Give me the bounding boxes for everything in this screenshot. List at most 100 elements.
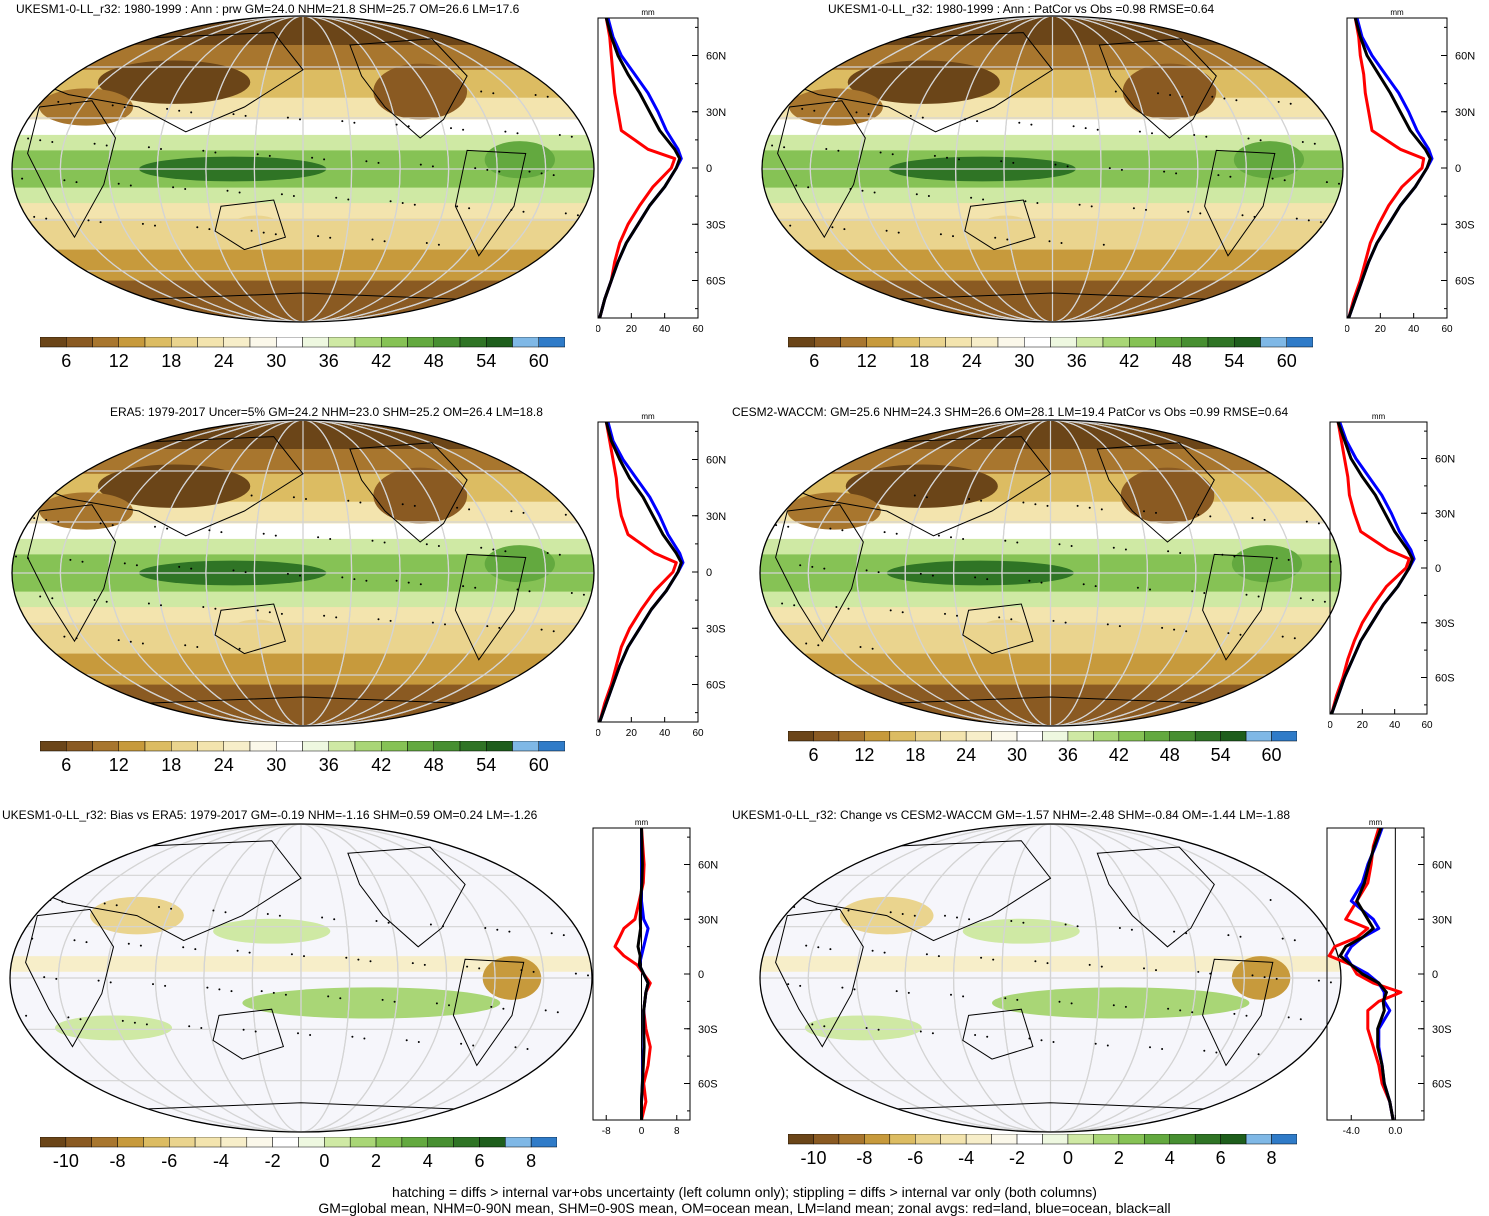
colorbar-swatch — [1093, 731, 1118, 741]
lat-tick-label: 0 — [698, 969, 704, 981]
colorbar-label: -2 — [1009, 1148, 1025, 1168]
colorbar-swatch — [221, 1137, 247, 1147]
colorbar-swatch — [169, 1137, 195, 1147]
x-tick-label: 8 — [674, 1126, 680, 1137]
colorbar-swatch — [513, 741, 539, 751]
lat-tick-label: 30S — [698, 1024, 718, 1036]
lat-tick-label: 60N — [1435, 454, 1455, 466]
colorbar-swatch — [841, 337, 867, 347]
colorbar-swatch — [350, 1137, 376, 1147]
colorbar-swatch — [1129, 337, 1155, 347]
x-tick-label: -8 — [602, 1126, 611, 1137]
x-tick-label: 40 — [1389, 720, 1401, 731]
profile-unit: mm — [641, 412, 655, 421]
footnote-line-1: hatching = diffs > internal var+obs unce… — [0, 1184, 1489, 1200]
colorbar-swatch — [408, 337, 434, 347]
profile-unit: mm — [641, 8, 655, 17]
colorbar-label: 30 — [1007, 745, 1027, 765]
colorbar-label: 60 — [529, 755, 549, 775]
colorbar-swatch — [224, 337, 250, 347]
x-tick-label: 60 — [692, 324, 704, 335]
lat-tick-label: 30N — [706, 107, 726, 119]
colorbar-swatch — [915, 731, 940, 741]
colorbar-swatch — [1119, 1134, 1144, 1144]
colorbar-swatch — [941, 731, 966, 741]
colorbar-swatch — [1119, 731, 1144, 741]
x-tick-label: 0 — [596, 324, 601, 335]
colorbar-label: 36 — [319, 351, 339, 371]
colorbar-swatch — [966, 731, 991, 741]
colorbar-swatch — [890, 731, 915, 741]
colorbar-label: 12 — [109, 351, 129, 371]
lat-tick-label: 60S — [1435, 673, 1455, 685]
series-line-land — [1349, 18, 1424, 318]
colorbar-swatch — [1043, 1134, 1068, 1144]
profile-unit: mm — [635, 818, 649, 827]
x-tick-label: 60 — [692, 728, 704, 739]
lat-tick-label: 60S — [698, 1079, 718, 1091]
colorbar-label: 30 — [266, 755, 286, 775]
lat-tick-label: 30S — [1432, 1024, 1452, 1036]
map-4 — [758, 418, 1343, 728]
colorbar-swatch — [303, 337, 329, 347]
colorbar-swatch — [428, 1137, 454, 1147]
colorbar-swatch — [893, 337, 919, 347]
x-tick-label: 20 — [1375, 324, 1387, 335]
colorbar-swatch — [276, 337, 302, 347]
colorbar-label: 60 — [1277, 351, 1297, 371]
colorbar-swatch — [454, 1137, 480, 1147]
colorbar-swatch — [919, 337, 945, 347]
lat-tick-label: 60N — [698, 860, 718, 872]
colorbar-label: 24 — [214, 351, 234, 371]
colorbar-swatch — [1195, 1134, 1220, 1144]
lat-tick-label: 30N — [706, 511, 726, 523]
lat-tick-label: 60N — [706, 455, 726, 467]
colorbar-label: 54 — [1224, 351, 1244, 371]
colorbar-label: -10 — [53, 1151, 79, 1171]
x-tick-label: 60 — [1421, 720, 1433, 731]
lat-tick-label: 60S — [706, 276, 726, 288]
colorbar-swatch — [66, 337, 92, 347]
colorbar-3: 612182430364248546066 — [40, 741, 565, 776]
north-pacific — [963, 919, 1080, 944]
colorbar-label: 36 — [1067, 351, 1087, 371]
colorbar-label: 6 — [1216, 1148, 1226, 1168]
colorbar-swatch — [66, 1137, 92, 1147]
colorbar-label: -6 — [161, 1151, 177, 1171]
colorbar-label: 60 — [1262, 745, 1282, 765]
lat-tick-label: 0 — [706, 163, 712, 175]
footnote-line-2: GM=global mean, NHM=0-90N mean, SHM=0-90… — [0, 1200, 1489, 1216]
colorbar-swatch — [118, 1137, 144, 1147]
colorbar-swatch — [1272, 1134, 1297, 1144]
series-line-land — [600, 422, 677, 722]
colorbar-swatch — [814, 337, 840, 347]
colorbar-swatch — [972, 337, 998, 347]
x-tick-label: 0 — [1328, 720, 1333, 731]
map-6 — [758, 822, 1343, 1134]
colorbar-swatch — [1272, 731, 1297, 741]
colorbar-swatch — [998, 337, 1024, 347]
colorbar-label: 36 — [1058, 745, 1078, 765]
colorbar-swatch — [250, 337, 276, 347]
colorbar-label: 18 — [161, 351, 181, 371]
colorbar-swatch — [195, 1137, 221, 1147]
map-5 — [8, 822, 594, 1134]
colorbar-swatch — [788, 337, 814, 347]
map-2 — [760, 14, 1345, 324]
colorbar-swatch — [66, 741, 92, 751]
colorbar-label: 24 — [956, 745, 976, 765]
colorbar-swatch — [198, 741, 224, 751]
colorbar-swatch — [1208, 337, 1234, 347]
colorbar-label: 54 — [476, 755, 496, 775]
colorbar-swatch — [1170, 1134, 1195, 1144]
colorbar-swatch — [505, 1137, 531, 1147]
colorbar-swatch — [539, 337, 565, 347]
colorbar-swatch — [1221, 1134, 1246, 1144]
lat-tick-label: 60S — [1455, 276, 1475, 288]
lat-tick-label: 60N — [1455, 51, 1475, 63]
colorbar-label: -4 — [213, 1151, 229, 1171]
colorbar-swatch — [40, 1137, 66, 1147]
colorbar-swatch — [513, 337, 539, 347]
